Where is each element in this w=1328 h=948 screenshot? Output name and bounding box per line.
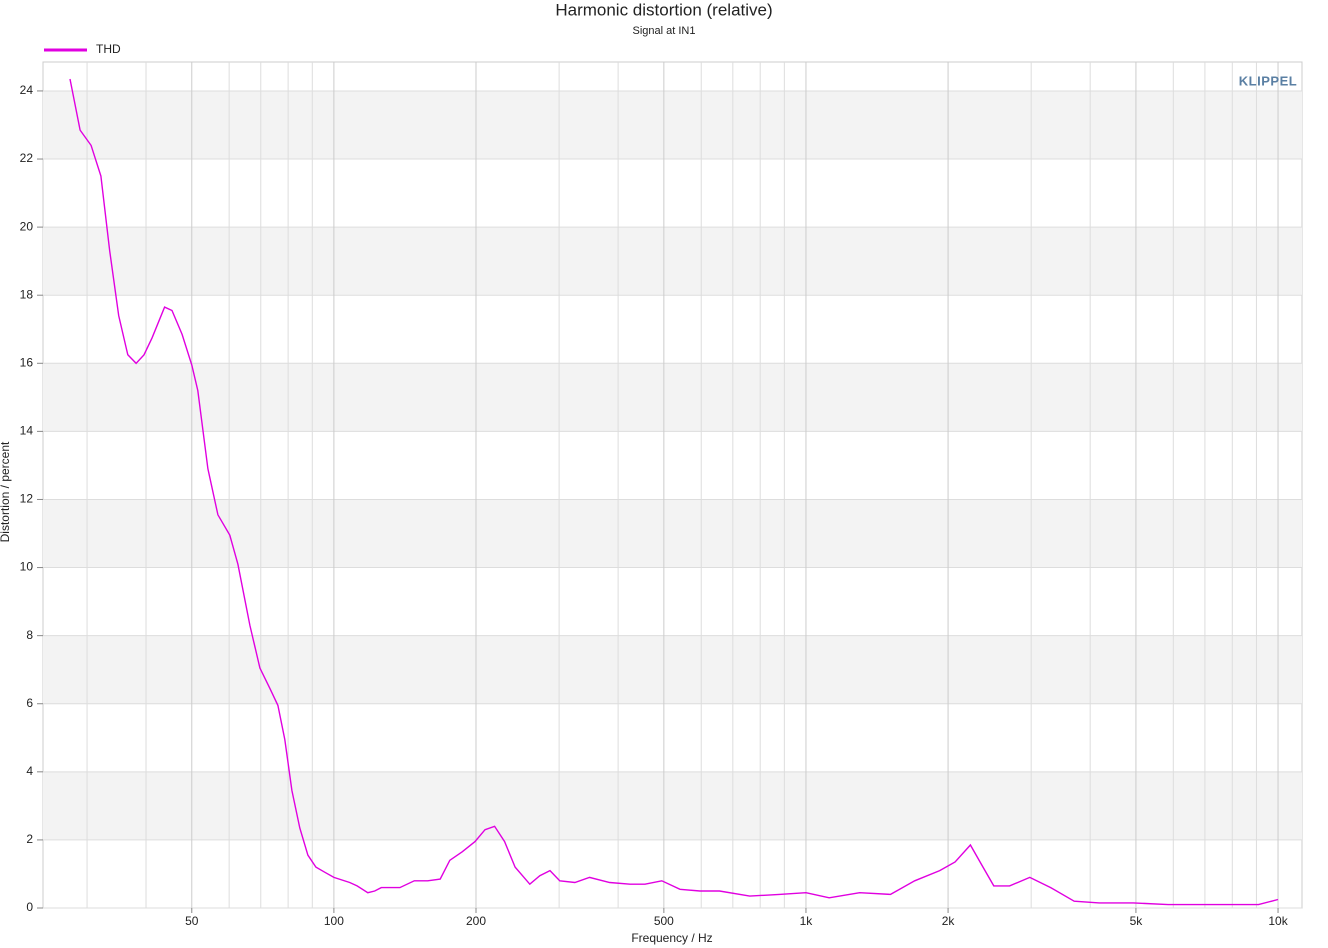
x-tick-label: 50 — [185, 914, 199, 928]
grid-band — [43, 771, 1302, 840]
y-tick-label: 2 — [26, 832, 33, 846]
x-tick-label: 5k — [1130, 914, 1144, 928]
x-tick-label: 500 — [654, 914, 674, 928]
y-tick-label: 8 — [26, 628, 33, 642]
x-axis-label: Frequency / Hz — [631, 931, 712, 945]
x-tick-label: 200 — [466, 914, 486, 928]
y-tick-label: 24 — [20, 83, 34, 97]
logo: KLIPPEL — [1239, 73, 1297, 88]
grid-band — [43, 499, 1302, 568]
plot-area — [42, 61, 1303, 909]
x-tick-label: 1k — [800, 914, 814, 928]
y-tick-label: 16 — [20, 355, 34, 369]
x-tick-label: 100 — [324, 914, 344, 928]
y-tick-label: 14 — [20, 424, 34, 438]
y-tick-label: 0 — [26, 900, 33, 914]
chart-subtitle: Signal at IN1 — [633, 25, 696, 37]
y-tick-label: 10 — [20, 560, 34, 574]
y-tick-label: 22 — [20, 151, 34, 165]
grid-band — [43, 635, 1302, 704]
grid-band — [43, 90, 1302, 160]
y-axis-label: Distortion / percent — [0, 441, 12, 542]
data-line — [69, 78, 1279, 906]
chart-title: Harmonic distortion (relative) — [555, 0, 772, 19]
grid-band — [43, 227, 1302, 296]
y-tick-label: 12 — [20, 492, 34, 506]
y-tick-label: 20 — [20, 219, 34, 233]
x-tick-label: 2k — [942, 914, 956, 928]
y-tick-label: 6 — [26, 696, 33, 710]
grid-band — [43, 363, 1302, 432]
y-tick-label: 18 — [20, 287, 34, 301]
y-tick-label: 4 — [26, 764, 33, 778]
legend-label: THD — [96, 42, 121, 56]
x-tick-label: 10k — [1268, 914, 1288, 928]
